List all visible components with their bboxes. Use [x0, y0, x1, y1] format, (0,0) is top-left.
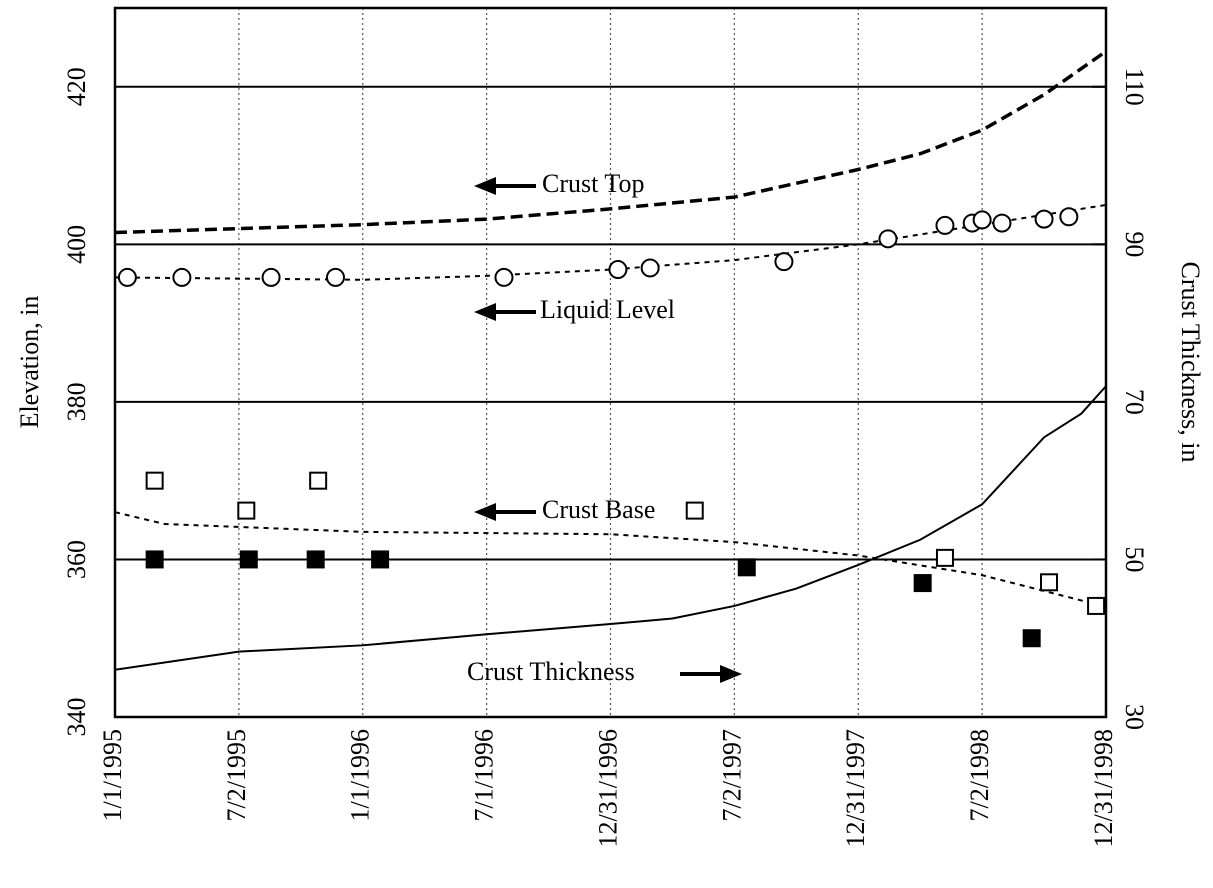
x-tick-label: 12/31/1997	[841, 729, 870, 847]
y-axis-title: Elevation, in	[15, 296, 44, 429]
y-tick-label: 400	[62, 225, 91, 264]
y2-axis-title: Crust Thickness, in	[1176, 261, 1205, 462]
marker	[239, 550, 258, 569]
marker	[494, 267, 514, 287]
annotation-arrowhead	[474, 303, 496, 321]
marker	[261, 267, 281, 287]
marker	[737, 558, 756, 577]
x-tick-label: 7/1/1996	[470, 729, 499, 821]
x-tick-label: 7/2/1998	[965, 729, 994, 821]
x-tick-label: 12/31/1998	[1089, 729, 1118, 847]
marker	[306, 550, 325, 569]
plot-frame	[113, 6, 1108, 719]
x-tick-label: 12/31/1996	[593, 729, 622, 847]
y-tick-label: 360	[62, 540, 91, 579]
marker	[145, 550, 164, 569]
marker	[325, 267, 345, 287]
marker	[371, 550, 390, 569]
annotation: Crust Top	[542, 169, 644, 198]
marker	[1034, 209, 1054, 229]
x-tick-label: 7/2/1995	[222, 729, 251, 821]
annotation: Crust Thickness	[467, 657, 635, 686]
marker	[237, 501, 256, 520]
marker	[935, 215, 955, 235]
marker	[1087, 596, 1106, 615]
marker	[1040, 573, 1059, 592]
series-line	[114, 49, 1108, 235]
marker	[117, 267, 137, 287]
marker	[608, 260, 628, 280]
marker	[774, 252, 794, 272]
y-tick-label: 340	[62, 698, 91, 737]
y2-tick-label: 90	[1120, 231, 1149, 257]
annotation-arrowhead	[474, 177, 496, 195]
marker	[1022, 629, 1041, 648]
y-tick-label: 420	[62, 67, 91, 106]
marker	[145, 471, 164, 490]
annotation: Liquid Level	[540, 295, 675, 324]
marker	[992, 213, 1012, 233]
x-tick-label: 1/1/1995	[98, 729, 127, 821]
marker	[935, 548, 954, 567]
y2-tick-label: 50	[1120, 546, 1149, 572]
series-line	[114, 511, 1107, 608]
annotation-arrowhead	[720, 665, 742, 683]
y2-tick-label: 110	[1120, 68, 1149, 106]
marker	[878, 229, 898, 249]
marker	[1059, 207, 1079, 227]
marker	[640, 258, 660, 278]
annotation: Crust Base	[542, 495, 655, 524]
marker	[972, 210, 992, 230]
y-tick-label: 380	[62, 382, 91, 421]
y2-tick-label: 70	[1120, 389, 1149, 415]
marker	[685, 501, 704, 520]
annotation-arrowhead	[474, 503, 496, 521]
y2-tick-label: 30	[1120, 704, 1149, 730]
marker	[172, 267, 192, 287]
x-tick-label: 7/2/1997	[717, 729, 746, 821]
x-tick-label: 1/1/1996	[346, 729, 375, 821]
marker	[309, 471, 328, 490]
series-line	[114, 385, 1107, 671]
marker	[913, 574, 932, 593]
